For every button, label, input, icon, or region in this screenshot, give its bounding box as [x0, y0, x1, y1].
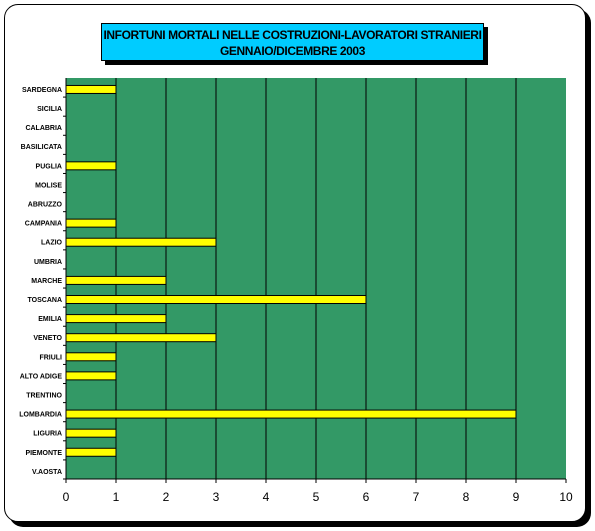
- x-tick-label: 7: [413, 490, 420, 504]
- chart-title-box: INFORTUNI MORTALI NELLE COSTRUZIONI-LAVO…: [101, 23, 484, 61]
- category-label: FRIULI: [39, 354, 62, 361]
- bar: [65, 161, 117, 171]
- bar: [65, 84, 117, 94]
- x-tick-label: 1: [113, 490, 120, 504]
- bar: [65, 218, 117, 228]
- category-label: V.AOSTA: [32, 469, 62, 476]
- category-label: ABRUZZO: [28, 202, 63, 209]
- category-label: MARCHE: [31, 278, 62, 285]
- x-tick-label: 9: [513, 490, 520, 504]
- category-label: MOLISE: [35, 182, 62, 189]
- bar: [65, 275, 167, 285]
- category-label: TRENTINO: [26, 392, 62, 399]
- x-tick-label: 4: [263, 490, 270, 504]
- category-label: PUGLIA: [36, 163, 62, 170]
- category-label: EMILIA: [38, 316, 62, 323]
- category-label: CALABRIA: [25, 125, 62, 132]
- x-tick-label: 6: [363, 490, 370, 504]
- bar: [65, 295, 367, 305]
- category-label: UMBRIA: [34, 259, 62, 266]
- x-tick-label: 3: [213, 490, 220, 504]
- category-label: TOSCANA: [28, 297, 62, 304]
- category-label: SICILIA: [37, 106, 62, 113]
- bar: [65, 237, 217, 247]
- category-label: SARDEGNA: [22, 87, 62, 94]
- category-label: LOMBARDIA: [19, 412, 62, 419]
- bar: [65, 333, 217, 343]
- chart-title: INFORTUNI MORTALI NELLE COSTRUZIONI-LAVO…: [103, 28, 482, 42]
- bar: [65, 352, 117, 362]
- category-label: ALTO ADIGE: [20, 373, 63, 380]
- category-label: LIGURIA: [33, 431, 62, 438]
- bar: [65, 314, 167, 324]
- x-tick-label: 10: [559, 490, 573, 504]
- category-label: BASILICATA: [21, 144, 62, 151]
- bar: [65, 447, 117, 457]
- category-label: LAZIO: [41, 240, 63, 247]
- bar: [65, 428, 117, 438]
- x-tick-label: 5: [313, 490, 320, 504]
- category-label: PIEMONTE: [25, 450, 62, 457]
- bar: [65, 371, 117, 381]
- bar: [65, 409, 517, 419]
- x-tick-label: 2: [163, 490, 170, 504]
- category-label: CAMPANIA: [25, 221, 62, 228]
- x-tick-label: 0: [63, 490, 70, 504]
- x-tick-label: 8: [463, 490, 470, 504]
- chart-subtitle: GENNAIO/DICEMBRE 2003: [220, 44, 365, 58]
- category-label: VENETO: [33, 335, 62, 342]
